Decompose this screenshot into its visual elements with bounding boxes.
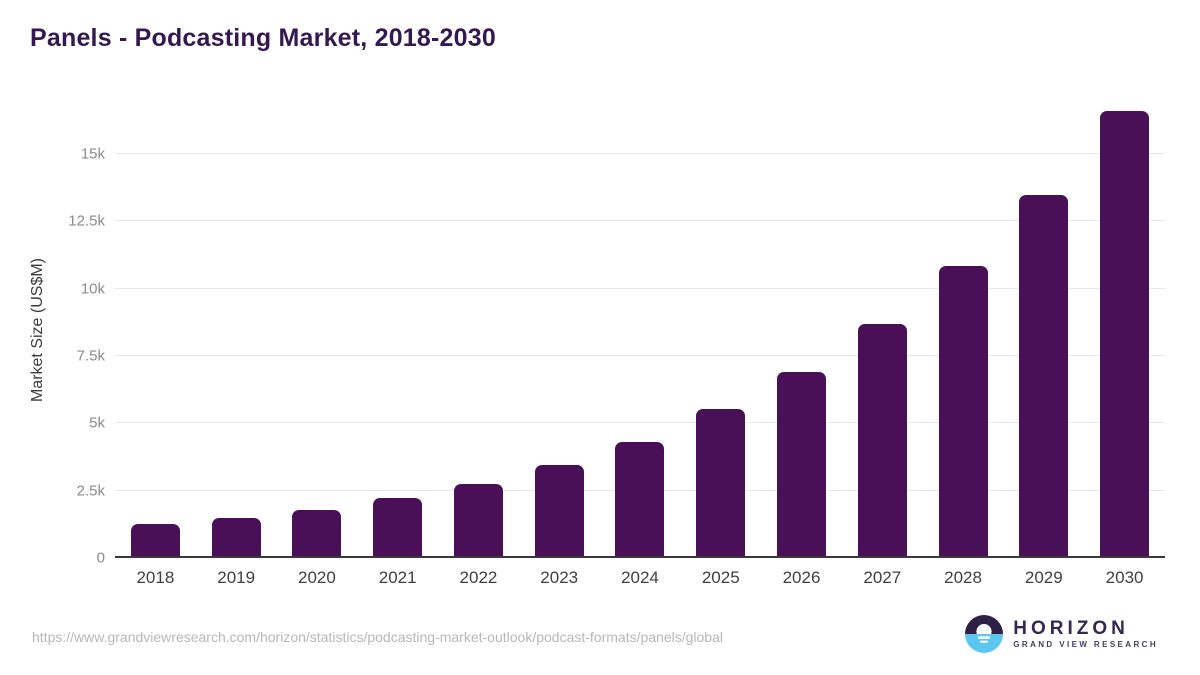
horizon-logo: HORIZON GRAND VIEW RESEARCH xyxy=(965,615,1158,653)
y-tick-0: 0 xyxy=(96,549,105,567)
x-tick-2024: 2024 xyxy=(621,568,659,587)
gridline-15k xyxy=(115,152,1165,154)
gridline-12.5k xyxy=(115,220,1165,222)
bar-slot-2018 xyxy=(115,100,196,558)
bar-2023 xyxy=(534,465,584,558)
bar-slot-2020 xyxy=(277,100,358,558)
bar-slot-2023 xyxy=(519,100,600,558)
x-tick-2027: 2027 xyxy=(863,568,902,587)
bar-2024 xyxy=(615,441,665,558)
bar-2026 xyxy=(777,371,826,558)
plot-area xyxy=(115,100,1165,558)
bar-slot-2029 xyxy=(1003,100,1084,558)
y-tick-15k: 15k xyxy=(80,145,105,163)
x-tick-2021: 2021 xyxy=(378,568,417,587)
gridline-5k xyxy=(115,422,1165,424)
horizon-logo-subtitle: GRAND VIEW RESEARCH xyxy=(1013,640,1158,650)
bar-2027 xyxy=(857,323,907,558)
bar-2020 xyxy=(292,510,342,558)
x-tick-2030: 2030 xyxy=(1105,568,1144,587)
bar-2029 xyxy=(1019,195,1069,558)
x-tick-2026: 2026 xyxy=(782,568,821,587)
chart-title: Panels - Podcasting Market, 2018-2030 xyxy=(30,24,496,52)
bar-2021 xyxy=(373,498,423,558)
chart: 0 2.5k 5k 7.5k 10k 12.5k 15k xyxy=(0,100,1200,567)
gridline-7.5k xyxy=(115,354,1165,356)
bar-2028 xyxy=(938,265,988,558)
y-tick-12.5k: 12.5k xyxy=(68,212,105,230)
horizon-logo-name: HORIZON xyxy=(1013,617,1129,639)
bar-slot-2027 xyxy=(842,100,923,558)
bar-slot-2028 xyxy=(923,100,1004,558)
bar-slot-2026 xyxy=(761,100,842,558)
y-tick-7.5k: 7.5k xyxy=(76,347,105,365)
horizon-logo-icon xyxy=(965,615,1004,653)
bar-2025 xyxy=(696,409,746,558)
bar-slot-2019 xyxy=(196,100,277,558)
x-tick-2023: 2023 xyxy=(540,568,579,587)
bar-slot-2022 xyxy=(438,100,519,558)
bar-2022 xyxy=(453,483,503,558)
y-tick-10k: 10k xyxy=(80,280,105,298)
source-url: https://www.grandviewresearch.com/horizo… xyxy=(32,629,723,645)
x-tick-2025: 2025 xyxy=(701,568,740,587)
x-tick-2029: 2029 xyxy=(1024,568,1063,587)
bar-2018 xyxy=(130,524,180,558)
x-tick-2018: 2018 xyxy=(136,568,175,587)
bar-slot-2025 xyxy=(680,100,761,558)
bar-slot-2024 xyxy=(600,100,681,558)
horizon-logo-text: HORIZON GRAND VIEW RESEARCH xyxy=(1013,617,1158,650)
x-axis-tick-labels: 2018 2019 2020 2021 2022 2023 2024 2025 2026 2027… xyxy=(115,568,1165,588)
bar-2019 xyxy=(211,518,261,558)
x-tick-2028: 2028 xyxy=(944,568,982,587)
bar-series xyxy=(115,100,1165,558)
y-tick-5k: 5k xyxy=(89,414,105,432)
x-tick-2022: 2022 xyxy=(459,568,498,587)
y-tick-2.5k: 2.5k xyxy=(76,482,105,500)
x-tick-2019: 2019 xyxy=(217,568,256,587)
gridline-10k xyxy=(115,287,1165,289)
bar-2030 xyxy=(1100,110,1150,558)
x-axis-line xyxy=(115,556,1165,558)
bar-slot-2030 xyxy=(1084,100,1165,558)
x-tick-2020: 2020 xyxy=(298,568,336,587)
bar-slot-2021 xyxy=(357,100,438,558)
y-axis-tick-labels: 0 2.5k 5k 7.5k 10k 12.5k 15k xyxy=(0,100,105,566)
